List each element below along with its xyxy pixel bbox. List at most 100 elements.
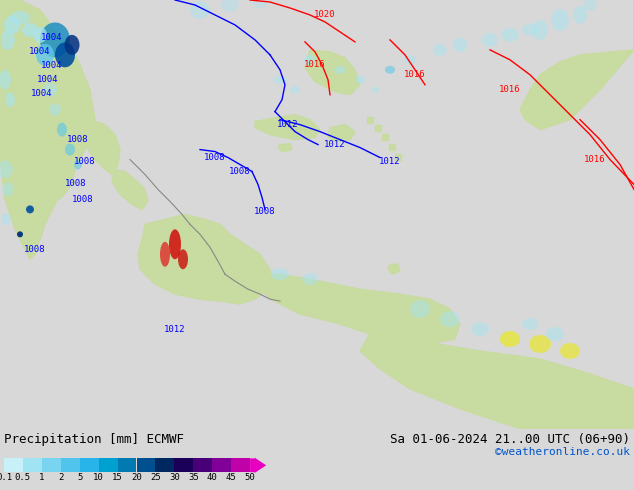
Polygon shape [112, 170, 148, 209]
Ellipse shape [55, 42, 75, 67]
Ellipse shape [36, 44, 54, 66]
Bar [80, 458, 99, 472]
Ellipse shape [271, 268, 289, 280]
Ellipse shape [273, 76, 287, 84]
Ellipse shape [560, 343, 580, 359]
Text: 1008: 1008 [72, 195, 94, 204]
Bar [174, 458, 193, 472]
Ellipse shape [10, 11, 30, 25]
Bar [23, 458, 42, 472]
Polygon shape [360, 334, 634, 429]
Ellipse shape [1, 213, 11, 225]
Polygon shape [382, 134, 388, 140]
Ellipse shape [546, 327, 564, 341]
Text: 1016: 1016 [304, 60, 326, 69]
Text: 1008: 1008 [74, 157, 96, 166]
Text: 1004: 1004 [29, 48, 51, 56]
Polygon shape [389, 144, 395, 149]
Ellipse shape [33, 27, 47, 43]
Bar [99, 458, 117, 472]
Text: 45: 45 [226, 473, 236, 482]
Bar [117, 458, 136, 472]
Ellipse shape [40, 23, 70, 57]
Text: 1008: 1008 [230, 167, 251, 176]
Text: 1004: 1004 [37, 75, 59, 84]
Ellipse shape [302, 273, 318, 285]
Polygon shape [520, 0, 634, 130]
Polygon shape [395, 153, 401, 160]
Text: 50: 50 [245, 473, 256, 482]
Text: 1012: 1012 [277, 120, 299, 129]
Ellipse shape [453, 38, 467, 52]
Ellipse shape [532, 20, 548, 40]
Polygon shape [0, 0, 95, 259]
Ellipse shape [178, 249, 188, 269]
Ellipse shape [410, 300, 430, 318]
Ellipse shape [49, 104, 61, 116]
Polygon shape [328, 124, 355, 142]
Ellipse shape [169, 229, 181, 259]
Text: 10: 10 [93, 473, 104, 482]
Ellipse shape [74, 160, 82, 170]
Text: Sa 01-06-2024 21..00 UTC (06+90): Sa 01-06-2024 21..00 UTC (06+90) [390, 433, 630, 446]
Ellipse shape [65, 35, 79, 55]
Ellipse shape [583, 0, 597, 11]
Ellipse shape [57, 122, 67, 137]
Ellipse shape [529, 335, 551, 353]
Polygon shape [388, 264, 400, 274]
Ellipse shape [522, 318, 538, 330]
Ellipse shape [0, 161, 13, 178]
Ellipse shape [334, 66, 346, 74]
Text: 20: 20 [131, 473, 142, 482]
Text: 2: 2 [58, 473, 63, 482]
Bar [61, 458, 80, 472]
Ellipse shape [2, 182, 14, 196]
Text: 1008: 1008 [65, 179, 87, 188]
Polygon shape [250, 274, 460, 344]
Ellipse shape [252, 0, 268, 8]
Ellipse shape [471, 322, 489, 336]
Text: 1008: 1008 [204, 153, 226, 162]
Text: ©weatheronline.co.uk: ©weatheronline.co.uk [495, 446, 630, 457]
Ellipse shape [160, 242, 170, 267]
Ellipse shape [190, 1, 210, 19]
Text: 1004: 1004 [41, 33, 63, 43]
Bar [212, 458, 231, 472]
Ellipse shape [385, 66, 395, 74]
Text: 30: 30 [169, 473, 179, 482]
Ellipse shape [522, 24, 538, 36]
Polygon shape [278, 144, 292, 151]
Polygon shape [305, 50, 360, 95]
Polygon shape [138, 215, 270, 304]
Ellipse shape [371, 87, 379, 93]
Bar [193, 458, 212, 472]
Ellipse shape [5, 92, 15, 107]
Polygon shape [375, 124, 381, 131]
Text: 1012: 1012 [164, 324, 186, 334]
Ellipse shape [573, 6, 587, 24]
Text: Precipitation [mm] ECMWF: Precipitation [mm] ECMWF [4, 433, 184, 446]
Bar [231, 458, 250, 472]
Ellipse shape [355, 76, 365, 84]
Text: 35: 35 [188, 473, 198, 482]
Ellipse shape [433, 44, 447, 56]
Text: 40: 40 [207, 473, 217, 482]
Ellipse shape [551, 9, 569, 31]
Text: 15: 15 [112, 473, 123, 482]
Text: 1016: 1016 [404, 70, 426, 79]
Text: 25: 25 [150, 473, 161, 482]
Text: 1016: 1016 [499, 85, 521, 94]
Text: 1004: 1004 [41, 61, 63, 70]
Polygon shape [367, 117, 373, 122]
Text: 0.1: 0.1 [0, 473, 12, 482]
Ellipse shape [26, 205, 34, 213]
Polygon shape [50, 120, 75, 199]
Text: 1004: 1004 [31, 89, 53, 98]
Text: 0.5: 0.5 [15, 473, 31, 482]
Ellipse shape [43, 83, 57, 97]
Text: 5: 5 [77, 473, 82, 482]
Ellipse shape [0, 70, 11, 90]
Text: 1012: 1012 [324, 140, 346, 149]
Text: 1008: 1008 [254, 207, 276, 216]
Text: 1008: 1008 [24, 245, 46, 254]
